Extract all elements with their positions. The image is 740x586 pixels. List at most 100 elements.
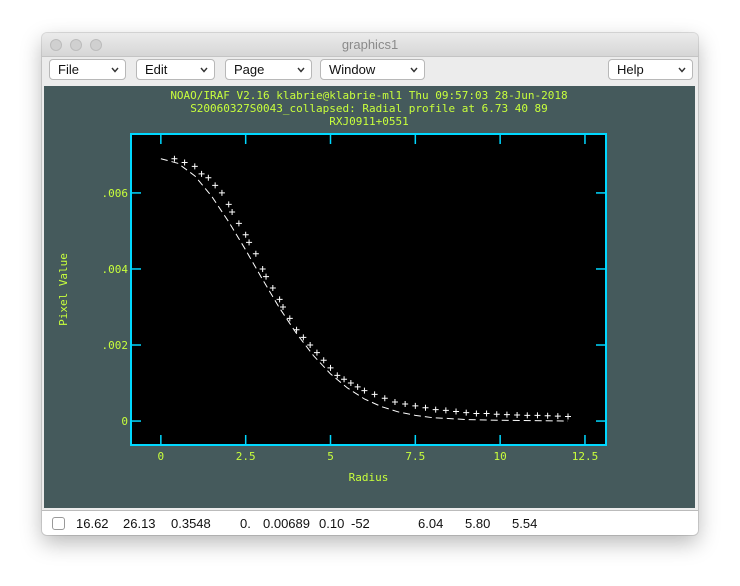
chevron [678,67,686,73]
data-point [286,315,293,322]
data-point [503,411,510,418]
menu-button[interactable]: Window [320,59,425,80]
menu-label: Help [617,62,644,77]
y-tick-label: .006 [102,187,129,200]
data-point [442,407,449,414]
data-point [276,296,283,303]
menu-button[interactable]: Edit [136,59,215,80]
data-point [347,380,354,387]
status-field: 0.00689 [263,516,310,531]
data-point [300,334,307,341]
data-point [354,383,361,390]
chart-title: NOAO/IRAF V2.16 klabrie@klabrie-ml1 Thu … [170,89,567,102]
data-point [218,189,225,196]
status-field: 0.3548 [171,516,211,531]
x-tick-label: 12.5 [572,450,599,463]
data-point [381,395,388,402]
data-point [252,250,259,257]
data-point [412,402,419,409]
menu-label: Window [329,62,376,77]
data-point [524,412,531,419]
data-point [205,174,212,181]
data-point [544,412,551,419]
data-point [402,400,409,407]
chevron [200,67,208,73]
menu-label: File [58,62,79,77]
zoom-button[interactable] [90,39,102,51]
y-tick-label: .004 [102,263,129,276]
status-field: 5.80 [465,516,491,531]
graphics-canvas: NOAO/IRAF V2.16 klabrie@klabrie-ml1 Thu … [44,86,695,508]
data-point [565,413,571,420]
data-point [341,376,348,383]
checkbox[interactable] [52,517,65,530]
minimize-button[interactable] [70,39,82,51]
title-bar: graphics1 [42,33,698,57]
y-tick-label: 0 [121,415,128,428]
data-point [259,265,266,272]
menu-label: Page [234,62,265,77]
chevron [410,67,418,73]
data-point [280,303,286,310]
status-field: 6.04 [418,516,444,531]
status-field: 0.10 [319,516,345,531]
data-point [191,163,198,170]
window-title: graphics1 [341,37,399,52]
status-field: 26.13 [123,516,156,531]
data-point [483,410,490,417]
status-bar: 16.62 26.13 0.3548 0. 0.00689 0.10 -52 6.04 5.80… [42,510,698,535]
data-point [554,413,561,420]
data-point [269,284,276,291]
status-field: -52 [351,516,370,531]
data-point [263,273,270,280]
x-tick-label: 2.5 [236,450,256,463]
chevron [111,67,119,73]
x-tick-label: 5 [327,450,334,463]
window: graphics1 File Edit Page Window Help NOAO/IR… [42,33,698,535]
status-field: 5.54 [512,516,538,531]
data-point [391,399,398,406]
data-point [334,372,341,379]
data-point [320,357,327,364]
data-point [463,409,470,416]
menu-button[interactable]: Help [608,59,693,80]
data-point [514,411,521,418]
data-point [225,201,232,208]
x-axis-label: Radius [349,471,389,484]
data-point [229,208,236,215]
plot-area [131,134,606,445]
data-point [371,391,378,398]
data-point [181,159,188,166]
fit-line [160,158,569,422]
data-point [235,220,242,227]
data-point [212,182,219,189]
data-point [361,387,368,394]
chevron [297,67,305,73]
data-point [313,349,320,356]
data-point [493,411,500,418]
status-field: 16.62 [76,516,109,531]
menu-button[interactable]: Page [225,59,312,80]
menu-label: Edit [145,62,168,77]
x-tick-label: 10 [494,450,507,463]
status-field: 0. [240,516,251,531]
y-tick-label: .002 [102,339,129,352]
close-button[interactable] [50,39,62,51]
data-point [473,410,480,417]
data-point [422,404,429,411]
data-point [327,364,334,371]
plot-frame [130,133,607,446]
data-point [171,155,178,162]
data-point [242,231,249,238]
menu-button[interactable]: File [49,59,126,80]
data-point [432,406,439,413]
data-point [534,412,541,419]
x-tick-label: 7.5 [405,450,425,463]
data-point [453,408,460,415]
data-point [198,170,205,177]
y-axis-label: Pixel Value [57,253,70,326]
chart-title: RXJ0911+0551 [329,115,408,128]
x-tick-label: 0 [158,450,165,463]
data-point [307,342,314,349]
